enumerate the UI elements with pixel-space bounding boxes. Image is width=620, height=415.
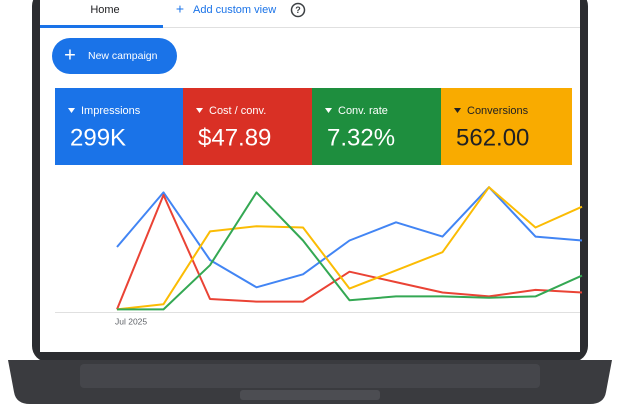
metric-cards: Impressions 299K Cost / conv. $47.89 Conv. r… bbox=[55, 88, 572, 165]
plot: Jul 2025 bbox=[115, 186, 583, 326]
trackpad bbox=[240, 390, 380, 400]
series-line bbox=[116, 186, 583, 289]
tab-add-view[interactable]: Add custom view bbox=[193, 4, 276, 16]
dropdown-icon bbox=[454, 108, 461, 113]
metric-value: 7.32% bbox=[327, 124, 395, 151]
metric-label: Conv. rate bbox=[338, 105, 388, 117]
plus-icon: + bbox=[176, 1, 184, 17]
metric-card[interactable] bbox=[183, 88, 312, 165]
series-line bbox=[116, 186, 583, 311]
tab-underline bbox=[40, 25, 163, 28]
metric-value: $47.89 bbox=[198, 124, 271, 151]
new-campaign-button[interactable] bbox=[52, 38, 177, 74]
tab-home[interactable]: Home bbox=[90, 4, 119, 16]
metric-label: Cost / conv. bbox=[209, 105, 266, 117]
series-line bbox=[116, 194, 583, 310]
metric-card[interactable] bbox=[312, 88, 441, 165]
dropdown-icon bbox=[68, 108, 75, 113]
metric-value: 299K bbox=[70, 124, 126, 151]
help-icon-glyph: ? bbox=[295, 5, 301, 15]
ground bbox=[0, 404, 620, 410]
metric-value: 562.00 bbox=[456, 124, 529, 151]
button-label: New campaign bbox=[88, 50, 158, 62]
metric-label: Impressions bbox=[81, 105, 141, 117]
x-tick-label: Jul 2025 bbox=[115, 316, 147, 326]
plus-icon: + bbox=[64, 44, 76, 66]
metric-card[interactable] bbox=[55, 88, 183, 165]
keyboard-area bbox=[80, 364, 540, 388]
dropdown-icon bbox=[325, 108, 332, 113]
series-line bbox=[117, 191, 583, 311]
metric-card[interactable] bbox=[441, 88, 572, 165]
dropdown-icon bbox=[196, 108, 203, 113]
help-icon[interactable] bbox=[290, 2, 306, 18]
metric-label: Conversions bbox=[467, 105, 529, 117]
